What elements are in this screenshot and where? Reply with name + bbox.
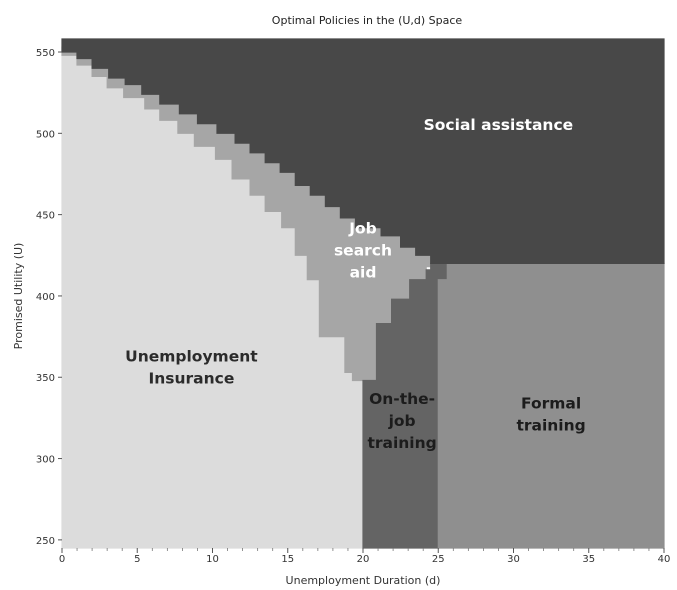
x-tick-label: 10	[206, 554, 219, 565]
x-tick-label: 35	[582, 554, 595, 565]
y-tick-label: 500	[36, 129, 55, 140]
y-tick-label: 550	[36, 48, 55, 59]
x-tick-label: 25	[432, 554, 445, 565]
region-label-on-the-job-training: job	[388, 412, 416, 430]
y-tick-label: 350	[36, 373, 55, 384]
x-tick-label: 0	[59, 554, 65, 565]
region-label-job-search-aid: aid	[350, 263, 377, 281]
region-label-on-the-job-training: On-the-	[369, 390, 435, 408]
y-axis: 250 300 350 400 450 500 550	[36, 48, 62, 547]
x-tick-label: 20	[357, 554, 370, 565]
x-axis: 0 5 10 15 20 25 30 35 40	[59, 548, 671, 565]
region-social-assistance	[61, 38, 665, 264]
region-label-social-assistance: Social assistance	[424, 116, 574, 134]
region-label-job-search-aid: search	[334, 241, 392, 259]
region-labels: Unemployment Insurance Job search aid On-the-…	[125, 116, 586, 452]
y-tick-label: 400	[36, 292, 55, 303]
y-axis-title: Promised Utility (U)	[12, 243, 25, 350]
plot-area	[61, 38, 665, 549]
region-label-job-search-aid: Job	[348, 219, 377, 237]
region-label-unemployment-insurance: Unemployment	[125, 348, 258, 366]
region-label-formal-training: Formal	[521, 395, 581, 413]
region-label-unemployment-insurance: Insurance	[148, 370, 234, 388]
x-tick-label: 15	[281, 554, 294, 565]
x-tick-label: 30	[507, 554, 520, 565]
y-tick-label: 450	[36, 211, 55, 222]
y-tick-label: 250	[36, 536, 55, 547]
y-tick-label: 300	[36, 455, 55, 466]
x-tick-label: 40	[658, 554, 671, 565]
x-axis-title: Unemployment Duration (d)	[286, 574, 441, 587]
x-tick-label: 5	[134, 554, 140, 565]
region-label-formal-training: training	[516, 417, 585, 435]
region-label-on-the-job-training: training	[367, 434, 436, 452]
chart-title: Optimal Policies in the (U,d) Space	[272, 14, 463, 27]
